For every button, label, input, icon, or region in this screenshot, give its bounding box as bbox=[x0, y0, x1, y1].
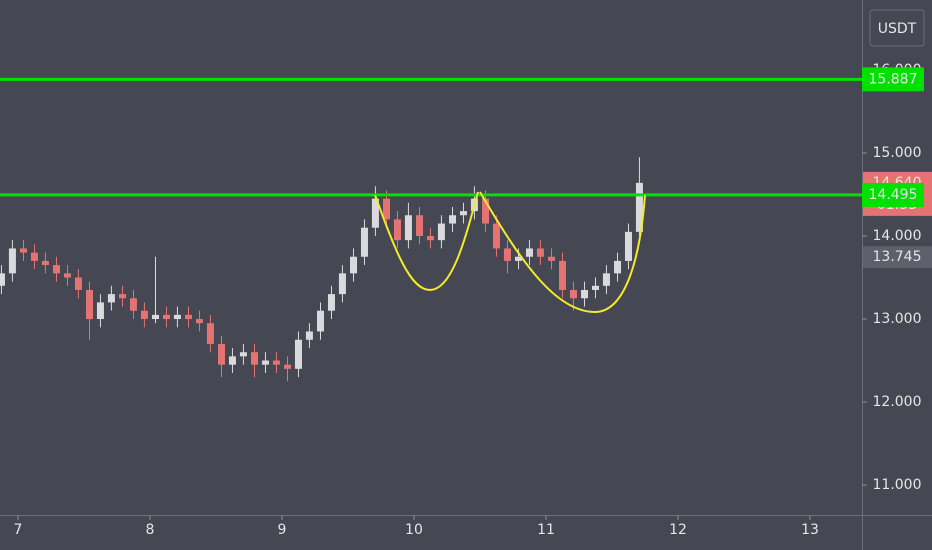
candle-body bbox=[261, 360, 269, 365]
currency-label[interactable]: USDT bbox=[878, 21, 917, 37]
candle-body bbox=[558, 260, 566, 290]
candle-body bbox=[119, 294, 127, 299]
candle-body bbox=[74, 277, 82, 290]
candle-body bbox=[206, 323, 214, 344]
candle-body bbox=[492, 223, 500, 249]
candle-body bbox=[360, 227, 368, 257]
candle-body bbox=[228, 356, 236, 365]
candle-body bbox=[371, 198, 379, 228]
y-tick-label: 14.000 bbox=[873, 228, 922, 244]
candle-body bbox=[0, 273, 5, 286]
candle-body bbox=[96, 302, 104, 320]
candle-body bbox=[437, 223, 445, 241]
candle-body bbox=[525, 248, 533, 257]
x-tick-label: 13 bbox=[801, 522, 819, 538]
candle-body bbox=[218, 343, 226, 365]
candle-body bbox=[350, 256, 358, 274]
x-tick-label: 9 bbox=[278, 522, 287, 538]
y-tick-label: 13.000 bbox=[873, 311, 922, 327]
marker-price-box bbox=[863, 246, 932, 269]
candle-body bbox=[185, 314, 193, 320]
candle-body bbox=[284, 364, 292, 369]
currency-button[interactable] bbox=[869, 9, 925, 47]
candle-body bbox=[239, 352, 247, 357]
candle-body bbox=[569, 289, 577, 299]
candle-body bbox=[482, 198, 490, 224]
y-tick-label: 15.000 bbox=[873, 145, 922, 161]
x-tick-label: 12 bbox=[669, 522, 687, 538]
candle-body bbox=[393, 219, 401, 241]
candle-body bbox=[107, 294, 115, 303]
candle-body bbox=[129, 298, 137, 311]
candle-body bbox=[30, 252, 38, 261]
cup-drawing bbox=[374, 191, 479, 292]
level-label: 14.495 bbox=[869, 187, 918, 203]
candle-body bbox=[449, 215, 457, 224]
candle-body bbox=[591, 285, 599, 290]
level-box bbox=[862, 67, 924, 92]
candle-body bbox=[624, 231, 632, 261]
candle-body bbox=[503, 248, 511, 261]
candle-body bbox=[152, 314, 160, 320]
level-label: 15.887 bbox=[869, 71, 918, 87]
cup-drawing bbox=[479, 191, 646, 314]
candle-body bbox=[581, 289, 589, 299]
candle-body bbox=[140, 310, 148, 320]
x-tick-label: 8 bbox=[145, 522, 154, 538]
level-box bbox=[862, 182, 924, 207]
x-tick-label: 7 bbox=[13, 522, 22, 538]
candle-body bbox=[426, 236, 434, 241]
candle-body bbox=[272, 360, 280, 365]
price-axis: 11.00012.00013.00014.00015.00016.0007891… bbox=[13, 62, 932, 538]
candle-body bbox=[327, 294, 335, 311]
candle-body bbox=[251, 352, 259, 365]
candle-body bbox=[52, 265, 60, 274]
candle-body bbox=[41, 260, 49, 266]
candle-body bbox=[195, 319, 203, 324]
x-tick-label: 10 bbox=[405, 522, 423, 538]
candle-body bbox=[459, 211, 467, 216]
plot bbox=[0, 77, 862, 382]
candle-body bbox=[416, 215, 424, 237]
marker-price-label: 13.745 bbox=[873, 249, 922, 265]
x-tick-label: 11 bbox=[537, 522, 555, 538]
candle-body bbox=[404, 215, 412, 241]
candle-body bbox=[602, 273, 610, 286]
candle-body bbox=[536, 248, 544, 257]
candle-body bbox=[294, 339, 302, 369]
y-tick-label: 11.000 bbox=[873, 477, 922, 493]
candle-body bbox=[635, 182, 643, 232]
candle-body bbox=[8, 248, 16, 274]
candle-body bbox=[383, 198, 391, 220]
candle-body bbox=[305, 331, 313, 340]
y-tick-label: 12.000 bbox=[873, 394, 922, 410]
candle-body bbox=[515, 256, 523, 261]
candle-body bbox=[614, 260, 622, 274]
candle-body bbox=[173, 314, 181, 320]
candle-body bbox=[63, 273, 71, 278]
candle-body bbox=[338, 273, 346, 295]
candle-body bbox=[162, 314, 170, 320]
candle-body bbox=[317, 310, 325, 332]
candle-body bbox=[86, 289, 94, 320]
candle-body bbox=[548, 256, 556, 261]
candle-body bbox=[19, 248, 27, 253]
